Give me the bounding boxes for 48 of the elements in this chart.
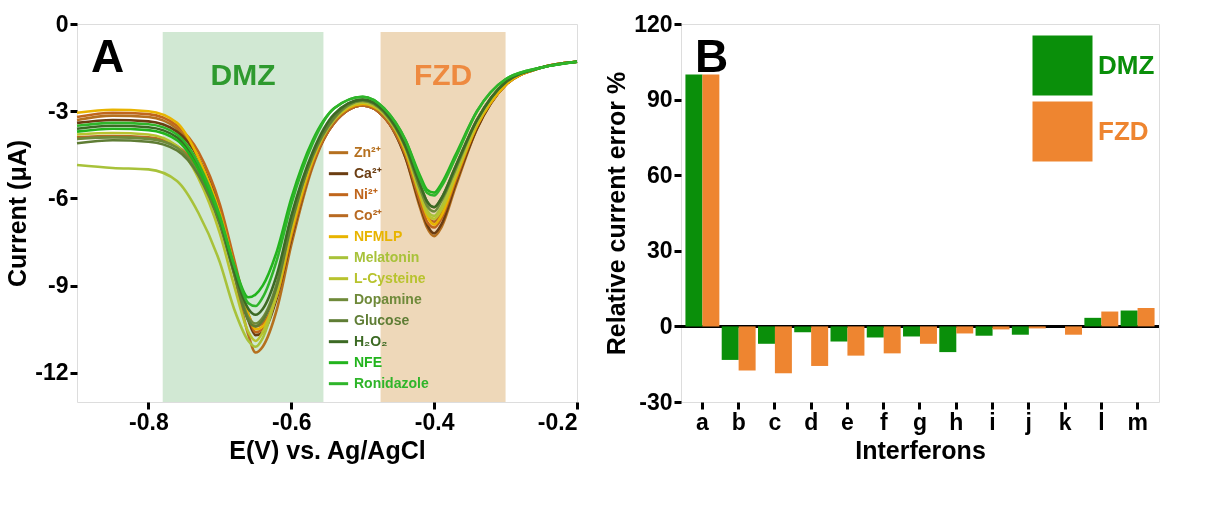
x-tick-label: f — [879, 408, 888, 435]
y-tick-label: 0 — [659, 312, 673, 339]
y-tick-label: 30 — [646, 237, 673, 264]
x-axis-title: E(V) vs. Ag/AgCl — [229, 435, 426, 464]
x-tick-label: k — [1058, 408, 1072, 435]
legend-label: L-Cysteine — [354, 269, 426, 286]
x-tick-label: l — [1098, 408, 1105, 435]
y-axis-title: Relative current error % — [602, 71, 631, 356]
legend-label: FZD — [1098, 115, 1149, 146]
x-axis-title: Interferons — [855, 435, 986, 464]
x-tick-label: -0.8 — [129, 408, 169, 435]
legend-label: NFMLP — [354, 227, 403, 244]
x-tick-label: -0.4 — [414, 408, 455, 435]
x-tick-label: a — [696, 408, 709, 435]
x-tick-label: m — [1127, 408, 1148, 435]
x-tick-label: e — [841, 408, 854, 435]
legend-label: Ni²⁺ — [354, 185, 378, 202]
legend-label: Glucose — [354, 311, 410, 328]
y-tick-label: -3 — [48, 97, 69, 124]
legend-label: Co²⁺ — [354, 206, 383, 223]
legend-label: Zn²⁺ — [354, 143, 381, 160]
legend-label: Ronidazole — [354, 374, 429, 391]
y-tick-label: 0 — [55, 10, 69, 37]
x-tick-label: g — [912, 408, 928, 435]
y-axis-title: Current (μA) — [3, 139, 32, 288]
x-tick-label: d — [804, 408, 819, 435]
y-tick-label: -6 — [48, 184, 69, 211]
y-tick-label: 120 — [634, 10, 673, 37]
legend-label: Ca²⁺ — [354, 164, 382, 181]
legend-label: DMZ — [1098, 49, 1155, 80]
y-tick-label: -9 — [48, 272, 69, 299]
x-tick-label: h — [949, 408, 964, 435]
x-tick-label: c — [768, 408, 782, 435]
y-tick-label: 90 — [646, 86, 673, 113]
x-tick-label: -0.6 — [271, 408, 312, 435]
x-tick-label: j — [1024, 408, 1032, 435]
y-tick-label: 60 — [646, 161, 673, 188]
legend-label: H₂O₂ — [354, 332, 388, 349]
annotation: B — [695, 30, 729, 82]
x-tick-label: i — [989, 408, 996, 435]
band-label: FZD — [413, 58, 473, 91]
x-tick-label: -0.2 — [537, 408, 578, 435]
y-tick-label: -12 — [35, 359, 69, 386]
x-tick-label: b — [731, 408, 746, 435]
y-tick-label: -30 — [639, 388, 673, 415]
legend-label: NFE — [354, 353, 382, 370]
band-label: DMZ — [210, 58, 276, 91]
annotation: A — [91, 30, 125, 82]
